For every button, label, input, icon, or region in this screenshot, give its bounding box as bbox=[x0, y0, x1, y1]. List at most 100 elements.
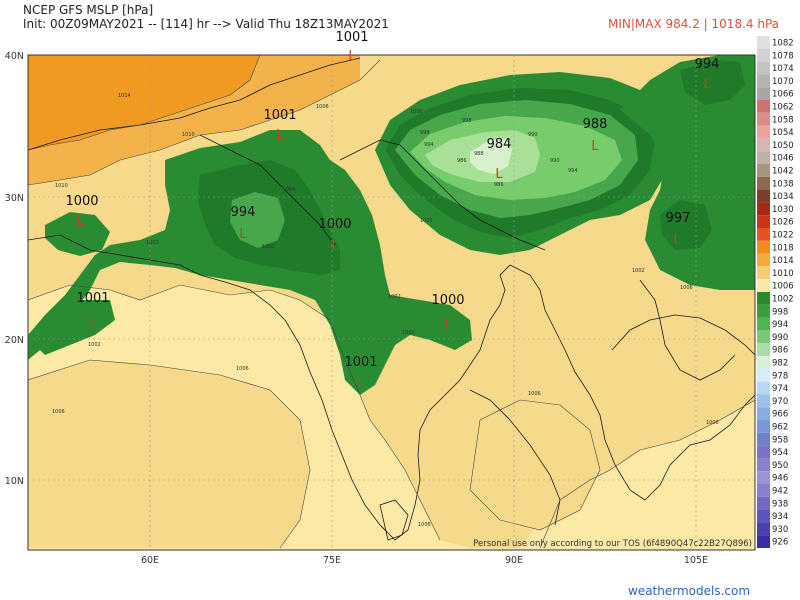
arabia-low-1002 bbox=[30, 300, 115, 355]
legend-swatch bbox=[757, 394, 770, 408]
pressure-label: 1001 bbox=[335, 30, 368, 45]
contour-label: 1002 bbox=[262, 244, 275, 250]
legend-swatch bbox=[757, 343, 770, 356]
low-pressure-marker: L bbox=[495, 167, 503, 182]
pressure-label: 984 bbox=[487, 137, 512, 152]
legend-swatch bbox=[757, 189, 770, 203]
legend-label: 1034 bbox=[772, 192, 794, 202]
legend-swatch bbox=[757, 215, 770, 228]
pressure-area-1006-south bbox=[28, 360, 310, 548]
legend-swatch bbox=[757, 36, 770, 49]
legend-label: 1006 bbox=[772, 282, 794, 292]
pressure-label: 1000 bbox=[65, 194, 98, 209]
legend-swatch bbox=[757, 138, 770, 152]
low-pressure-marker: L bbox=[76, 214, 84, 229]
graticule bbox=[28, 55, 755, 550]
legend-label: 1066 bbox=[772, 90, 794, 100]
legend-label: 958 bbox=[772, 435, 788, 445]
legend-label: 946 bbox=[772, 474, 788, 484]
pressure-label: 988 bbox=[583, 117, 608, 132]
legend-swatch bbox=[757, 253, 770, 267]
legend-label: 1030 bbox=[772, 205, 794, 215]
legend-label: 1046 bbox=[772, 154, 794, 164]
lon-label-105e: 105E bbox=[684, 555, 708, 566]
legend-swatch bbox=[757, 407, 770, 420]
contour-labels: 1014 1010 1010 1006 1006 1006 1006 1006 … bbox=[52, 93, 719, 528]
contour-label: 986 bbox=[457, 158, 467, 164]
oman-low-998 bbox=[45, 212, 110, 256]
tibet-low-982 bbox=[470, 138, 512, 174]
pressure-label: 1000 bbox=[318, 217, 351, 232]
low-pressure-marker: L bbox=[673, 233, 681, 248]
contour-label: 1002 bbox=[88, 342, 101, 348]
legend-label: 970 bbox=[772, 397, 788, 407]
tos-disclaimer: Personal use only according to our TOS (… bbox=[473, 539, 752, 549]
contour-label: 1006 bbox=[528, 391, 541, 397]
contour-label: 988 bbox=[474, 151, 484, 157]
lat-label-20n: 20N bbox=[5, 335, 24, 346]
contour-label: 1006 bbox=[410, 109, 423, 115]
legend-label: 978 bbox=[772, 371, 788, 381]
legend-swatch bbox=[757, 61, 770, 75]
low-pressure-marker: L bbox=[591, 139, 599, 154]
contour-label: 1002 bbox=[420, 218, 433, 224]
contour-label: 994 bbox=[424, 142, 434, 148]
legend-swatch bbox=[757, 445, 770, 459]
site-brand[interactable]: weathermodels.com bbox=[628, 584, 751, 598]
contour-label: 998 bbox=[462, 118, 472, 124]
legend-label: 1022 bbox=[772, 231, 794, 241]
legend-label: 1050 bbox=[772, 141, 794, 151]
contour-label: 990 bbox=[550, 158, 560, 164]
pressure-label: 994 bbox=[231, 205, 256, 220]
legend-label: 1082 bbox=[772, 39, 794, 49]
legend-label: 950 bbox=[772, 461, 788, 471]
legend-swatch bbox=[757, 368, 770, 382]
legend-label: 962 bbox=[772, 423, 788, 433]
low-pressure-marker: L bbox=[703, 77, 711, 92]
map-frame bbox=[27, 54, 756, 551]
legend-swatch bbox=[757, 381, 770, 395]
contour-label: 1002 bbox=[146, 240, 159, 246]
low-pressure-marker: L bbox=[348, 49, 356, 64]
contour-label: 994 bbox=[568, 168, 578, 174]
legend-label: 1054 bbox=[772, 128, 794, 138]
legend-label: 942 bbox=[772, 487, 788, 497]
contour-label: 1014 bbox=[118, 93, 131, 99]
northeast-low-1002 bbox=[620, 55, 755, 290]
legend-swatch bbox=[757, 496, 770, 510]
legend-swatch bbox=[757, 266, 770, 280]
legend-label: 1070 bbox=[772, 77, 794, 87]
pressure-label: 1001 bbox=[263, 108, 296, 123]
india-heat-low-994 bbox=[230, 192, 285, 248]
legend-swatch bbox=[757, 471, 770, 484]
legend-swatch bbox=[757, 240, 770, 254]
legend-label: 986 bbox=[772, 346, 788, 356]
legend-swatch bbox=[757, 535, 770, 548]
contour-label: 1010 bbox=[55, 183, 68, 189]
legend-swatch bbox=[757, 420, 770, 433]
lat-label-40n: 40N bbox=[5, 51, 24, 62]
legend-label: 982 bbox=[772, 359, 788, 369]
legend-label: 974 bbox=[772, 384, 788, 394]
legend-swatch bbox=[757, 125, 770, 139]
legend-label: 954 bbox=[772, 448, 788, 458]
init-valid-time: Init: 00Z09MAY2021 -- [114] hr --> Valid… bbox=[23, 17, 389, 31]
contour-label: 1006 bbox=[236, 366, 249, 372]
legend-swatch bbox=[757, 484, 770, 497]
contour-label: 990 bbox=[528, 132, 538, 138]
low-pressure-marker: L bbox=[444, 317, 452, 332]
legend-swatch bbox=[757, 48, 770, 62]
legend-label: 1026 bbox=[772, 218, 794, 228]
low-pressure-marker: L bbox=[331, 239, 339, 254]
contour-label: 1002 bbox=[388, 294, 401, 300]
pressure-label: 1001 bbox=[76, 291, 109, 306]
pressure-label: 1001 bbox=[344, 355, 377, 370]
northeast-low-998b bbox=[660, 200, 712, 250]
lon-label-75e: 75E bbox=[323, 555, 341, 566]
contour-label: 986 bbox=[494, 182, 504, 188]
contour-label: 1010 bbox=[182, 132, 195, 138]
low-pressure-marker: L bbox=[357, 377, 365, 392]
legend-label: 926 bbox=[772, 538, 788, 548]
legend-swatch bbox=[757, 509, 770, 523]
legend-label: 1058 bbox=[772, 115, 794, 125]
